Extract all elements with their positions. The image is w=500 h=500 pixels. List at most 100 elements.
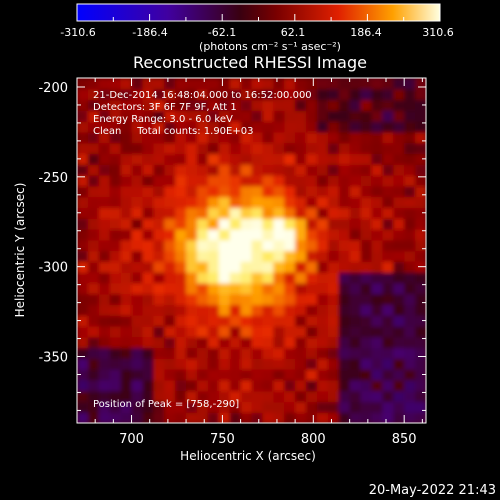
intensity-cell bbox=[196, 153, 209, 165]
intensity-cell bbox=[196, 390, 209, 403]
intensity-cell bbox=[393, 315, 405, 327]
intensity-cell bbox=[77, 131, 89, 144]
intensity-cell bbox=[109, 78, 122, 90]
intensity-cell bbox=[251, 401, 264, 413]
intensity-cell bbox=[131, 207, 144, 219]
intensity-cell bbox=[98, 390, 111, 403]
intensity-cell bbox=[306, 390, 318, 403]
intensity-cell bbox=[393, 401, 405, 413]
intensity-cell bbox=[327, 228, 340, 241]
intensity-cell bbox=[229, 282, 242, 295]
intensity-cell bbox=[131, 121, 144, 133]
intensity-cell bbox=[316, 293, 329, 306]
intensity-cell bbox=[404, 239, 416, 252]
intensity-cell bbox=[164, 131, 176, 144]
intensity-cell bbox=[229, 379, 242, 392]
intensity-cell bbox=[316, 390, 329, 403]
intensity-cell bbox=[371, 228, 383, 241]
intensity-cell bbox=[273, 282, 285, 295]
intensity-cell bbox=[415, 239, 426, 252]
intensity-cell bbox=[142, 207, 154, 219]
intensity-cell bbox=[349, 164, 362, 176]
intensity-cell bbox=[338, 185, 351, 198]
intensity-cell bbox=[164, 99, 176, 111]
intensity-cell bbox=[306, 99, 318, 111]
intensity-cell bbox=[207, 261, 220, 273]
intensity-cell bbox=[142, 347, 154, 359]
intensity-cell bbox=[349, 78, 362, 90]
intensity-cell bbox=[142, 131, 154, 144]
intensity-cell bbox=[229, 336, 242, 349]
intensity-cell bbox=[306, 379, 318, 392]
intensity-cell bbox=[207, 358, 220, 370]
intensity-cell bbox=[327, 196, 340, 208]
intensity-cell bbox=[218, 99, 231, 111]
intensity-cell bbox=[77, 401, 89, 413]
intensity-cell bbox=[349, 218, 362, 230]
intensity-cell bbox=[186, 379, 198, 392]
intensity-cell bbox=[87, 347, 100, 359]
intensity-cell bbox=[120, 282, 133, 295]
intensity-cell bbox=[382, 282, 394, 295]
intensity-cell bbox=[338, 78, 351, 90]
intensity-cell bbox=[131, 164, 144, 176]
intensity-cell bbox=[404, 379, 416, 392]
intensity-cell bbox=[196, 401, 209, 413]
intensity-cell bbox=[284, 293, 296, 306]
intensity-cell bbox=[77, 175, 89, 187]
intensity-cell bbox=[349, 131, 362, 144]
intensity-cell bbox=[164, 261, 176, 273]
intensity-cell bbox=[229, 261, 242, 273]
intensity-cell bbox=[142, 153, 154, 165]
intensity-cell bbox=[98, 99, 111, 111]
intensity-cell bbox=[240, 250, 253, 262]
intensity-cell bbox=[273, 325, 285, 338]
intensity-cell bbox=[404, 272, 416, 284]
intensity-cell bbox=[349, 250, 362, 262]
intensity-cell bbox=[153, 207, 165, 219]
intensity-cell bbox=[131, 272, 144, 284]
intensity-cell bbox=[218, 401, 231, 413]
intensity-cell bbox=[382, 207, 394, 219]
intensity-cell bbox=[164, 110, 176, 122]
intensity-cell bbox=[207, 412, 220, 423]
intensity-cell bbox=[142, 239, 154, 252]
intensity-cell bbox=[284, 282, 296, 295]
intensity-cell bbox=[415, 336, 426, 349]
intensity-cell bbox=[98, 196, 111, 208]
intensity-cell bbox=[295, 99, 307, 111]
intensity-cell bbox=[360, 121, 373, 133]
intensity-cell bbox=[251, 347, 264, 359]
intensity-cell bbox=[251, 110, 264, 122]
intensity-cell bbox=[240, 412, 253, 423]
intensity-cell bbox=[415, 250, 426, 262]
intensity-cell bbox=[153, 304, 165, 316]
intensity-cell bbox=[240, 110, 253, 122]
intensity-cell bbox=[109, 272, 122, 284]
intensity-cell bbox=[98, 282, 111, 295]
intensity-cell bbox=[371, 401, 383, 413]
intensity-cell bbox=[262, 110, 274, 122]
intensity-cell bbox=[87, 315, 100, 327]
intensity-cell bbox=[415, 228, 426, 241]
intensity-cell bbox=[142, 250, 154, 262]
intensity-cell bbox=[316, 325, 329, 338]
intensity-cell bbox=[218, 379, 231, 392]
intensity-cell bbox=[186, 131, 198, 144]
intensity-cell bbox=[251, 228, 264, 241]
intensity-cell bbox=[109, 401, 122, 413]
intensity-cell bbox=[131, 142, 144, 155]
intensity-cell bbox=[382, 250, 394, 262]
intensity-cell bbox=[295, 379, 307, 392]
intensity-cell bbox=[196, 347, 209, 359]
intensity-cell bbox=[142, 78, 154, 90]
intensity-cell bbox=[142, 358, 154, 370]
intensity-cell bbox=[164, 379, 176, 392]
intensity-cell bbox=[196, 110, 209, 122]
intensity-cell bbox=[87, 88, 100, 101]
intensity-cell bbox=[77, 369, 89, 381]
intensity-cell bbox=[87, 164, 100, 176]
intensity-cell bbox=[229, 99, 242, 111]
intensity-cell bbox=[153, 272, 165, 284]
intensity-cell bbox=[87, 369, 100, 381]
